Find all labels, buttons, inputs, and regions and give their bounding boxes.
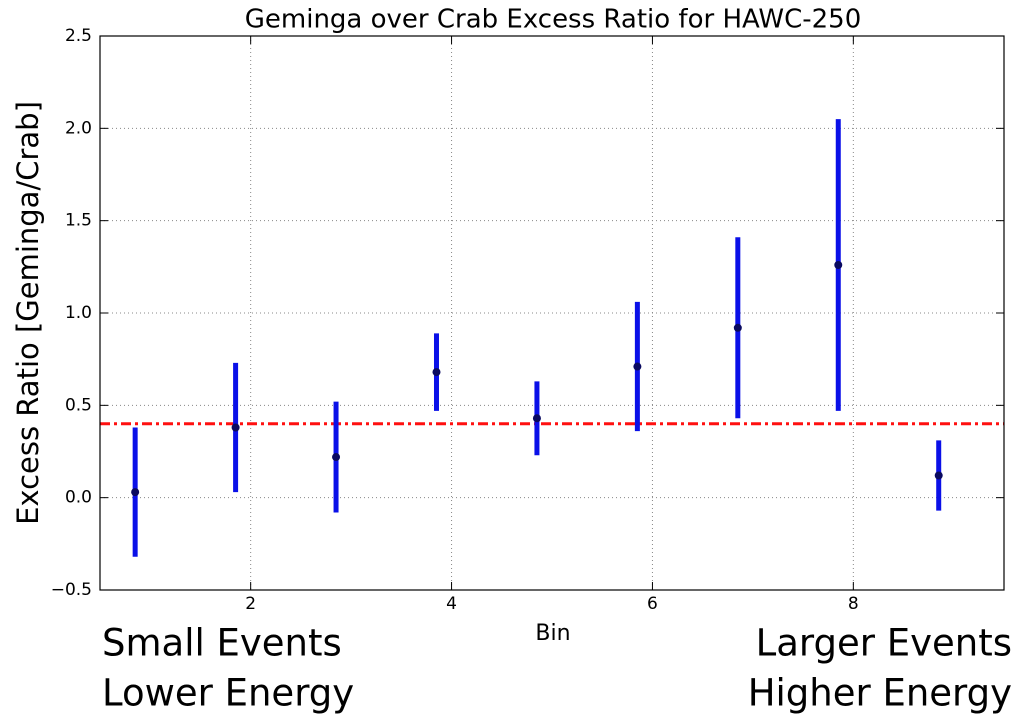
x-tick-label: 8 [848,594,859,614]
y-tick-label: 1.5 [65,211,92,231]
annotation: Larger Events [756,622,1012,665]
annotation: Higher Energy [748,672,1012,715]
data-point [532,414,541,423]
data-point [934,471,943,480]
annotation: Small Events [102,622,342,665]
y-tick-label: 2.0 [65,118,92,138]
x-axis-label: Bin [535,621,570,646]
annotation: Lower Energy [102,672,354,715]
x-tick-label: 4 [446,594,457,614]
y-axis-label: Excess Ratio [Geminga/Crab] [11,101,45,525]
data-point [633,362,642,371]
y-tick-label: 1.0 [65,303,92,323]
data-point [332,453,341,462]
data-point [432,368,441,377]
data-point [131,488,140,497]
y-tick-label: 0.0 [65,488,92,508]
data-point [231,423,240,432]
plot-frame [99,35,1005,591]
x-tick-label: 2 [245,594,256,614]
y-tick-label: 2.5 [65,26,92,46]
data-point [834,260,843,269]
y-tick-label: 0.5 [65,395,92,415]
x-tick-label: 6 [647,594,658,614]
chart-title: Geminga over Crab Excess Ratio for HAWC-… [245,5,861,35]
data-point [733,323,742,332]
y-tick-label: −0.5 [51,580,92,600]
